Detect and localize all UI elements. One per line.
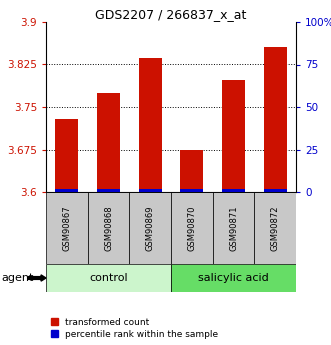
Text: GSM90867: GSM90867	[62, 205, 71, 251]
Bar	[46, 264, 171, 292]
Bar	[55, 189, 78, 192]
Bar	[213, 192, 254, 264]
Bar	[264, 189, 287, 192]
Bar	[97, 189, 120, 192]
Bar	[139, 58, 162, 192]
Bar	[180, 189, 203, 192]
Bar	[129, 192, 171, 264]
Bar	[180, 149, 203, 192]
Text: control: control	[89, 273, 128, 283]
Legend: transformed count, percentile rank within the sample: transformed count, percentile rank withi…	[51, 318, 218, 339]
Bar	[222, 80, 245, 192]
Text: GSM90870: GSM90870	[187, 205, 196, 251]
Bar	[88, 192, 129, 264]
Bar	[264, 48, 287, 192]
Bar	[171, 264, 296, 292]
Bar	[97, 93, 120, 192]
Bar	[139, 189, 162, 192]
Text: GSM90872: GSM90872	[271, 205, 280, 251]
Text: GSM90871: GSM90871	[229, 205, 238, 251]
Text: agent: agent	[2, 273, 34, 283]
Bar	[171, 192, 213, 264]
Text: salicylic acid: salicylic acid	[198, 273, 269, 283]
Text: GSM90868: GSM90868	[104, 205, 113, 251]
Bar	[222, 189, 245, 192]
Bar	[46, 192, 88, 264]
Bar	[254, 192, 296, 264]
Text: GSM90869: GSM90869	[146, 205, 155, 251]
Bar	[55, 119, 78, 192]
Title: GDS2207 / 266837_x_at: GDS2207 / 266837_x_at	[95, 8, 247, 21]
